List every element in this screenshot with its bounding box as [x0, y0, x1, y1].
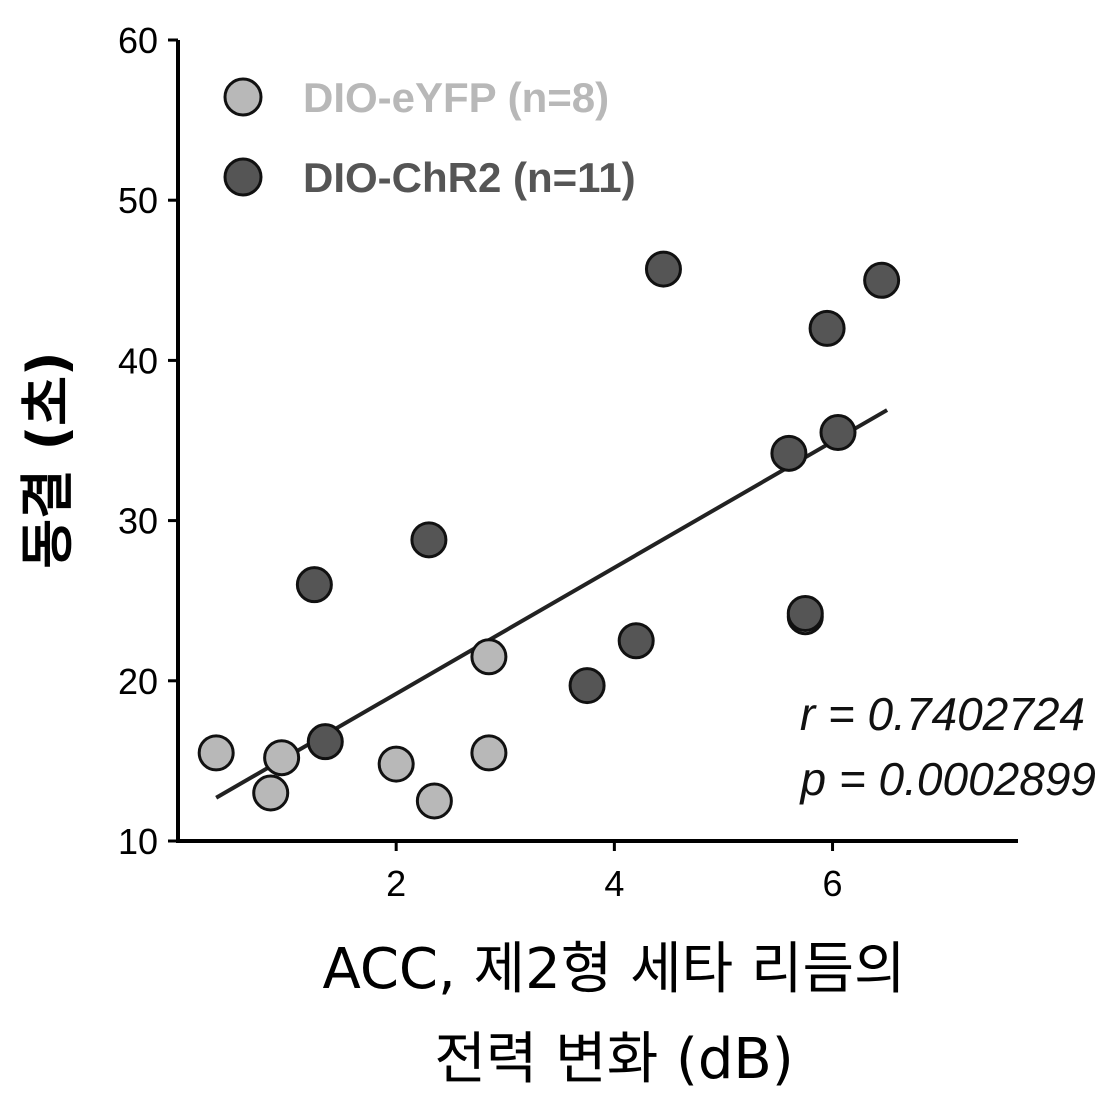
dio-chr2-n-11-point [410, 521, 448, 559]
y-tick-label: 30 [118, 501, 158, 542]
x-axis-label-line-2: 전력 변화 (dB) [434, 1027, 793, 1092]
legend: DIO-eYFP (n=8) DIO-ChR2 (n=11) [223, 74, 636, 201]
dio-chr2-n-11-point [770, 434, 808, 472]
dio-eyfp-n-8-point [377, 745, 415, 783]
dio-chr2-n-11-point [295, 566, 333, 604]
legend-label-dio-chr2-n-11: DIO-ChR2 (n=11) [303, 154, 636, 201]
dio-chr2-n-11-point [863, 261, 901, 299]
x-tick-label: 4 [604, 863, 624, 904]
dio-chr2-n-11-point [644, 250, 682, 288]
ticks: 10 20 30 40 50 60 2 4 6 [118, 20, 843, 904]
dio-eyfp-n-8-point [263, 739, 301, 777]
dio-eyfp-n-8-point [252, 774, 290, 812]
dio-chr2-n-11-point [786, 595, 824, 633]
p-annotation: p = 0.0002899 [799, 753, 1096, 805]
x-axis-label-line-1: ACC, 제2형 세타 리듬의 [323, 937, 906, 1002]
dio-eyfp-n-8-point [470, 638, 508, 676]
y-tick-label: 20 [118, 661, 158, 702]
r-annotation: r = 0.7402724 [800, 688, 1085, 740]
dio-chr2-n-11-point [808, 309, 846, 347]
y-axis-label: 동결 (초) [16, 351, 79, 568]
y-tick-label: 10 [118, 821, 158, 862]
legend-marker-dio-chr2-n-11 [223, 157, 263, 197]
dio-eyfp-n-8-point [197, 734, 235, 772]
legend-marker-dio-eyfp-n-8 [223, 77, 263, 117]
dio-chr2-n-11-point [568, 667, 606, 705]
x-tick-label: 2 [386, 863, 406, 904]
x-tick-label: 6 [823, 863, 843, 904]
axes [176, 40, 1018, 843]
y-tick-label: 50 [118, 180, 158, 221]
y-tick-label: 60 [118, 20, 158, 61]
dio-chr2-n-11-point [306, 723, 344, 761]
dio-chr2-n-11-point [819, 413, 857, 451]
legend-label-dio-eyfp-n-8: DIO-eYFP (n=8) [303, 74, 609, 121]
y-tick-label: 40 [118, 340, 158, 381]
dio-eyfp-n-8-point [415, 782, 453, 820]
dio-eyfp-n-8-point [470, 734, 508, 772]
dio-chr2-n-11-point [617, 622, 655, 660]
points-group [197, 250, 901, 820]
